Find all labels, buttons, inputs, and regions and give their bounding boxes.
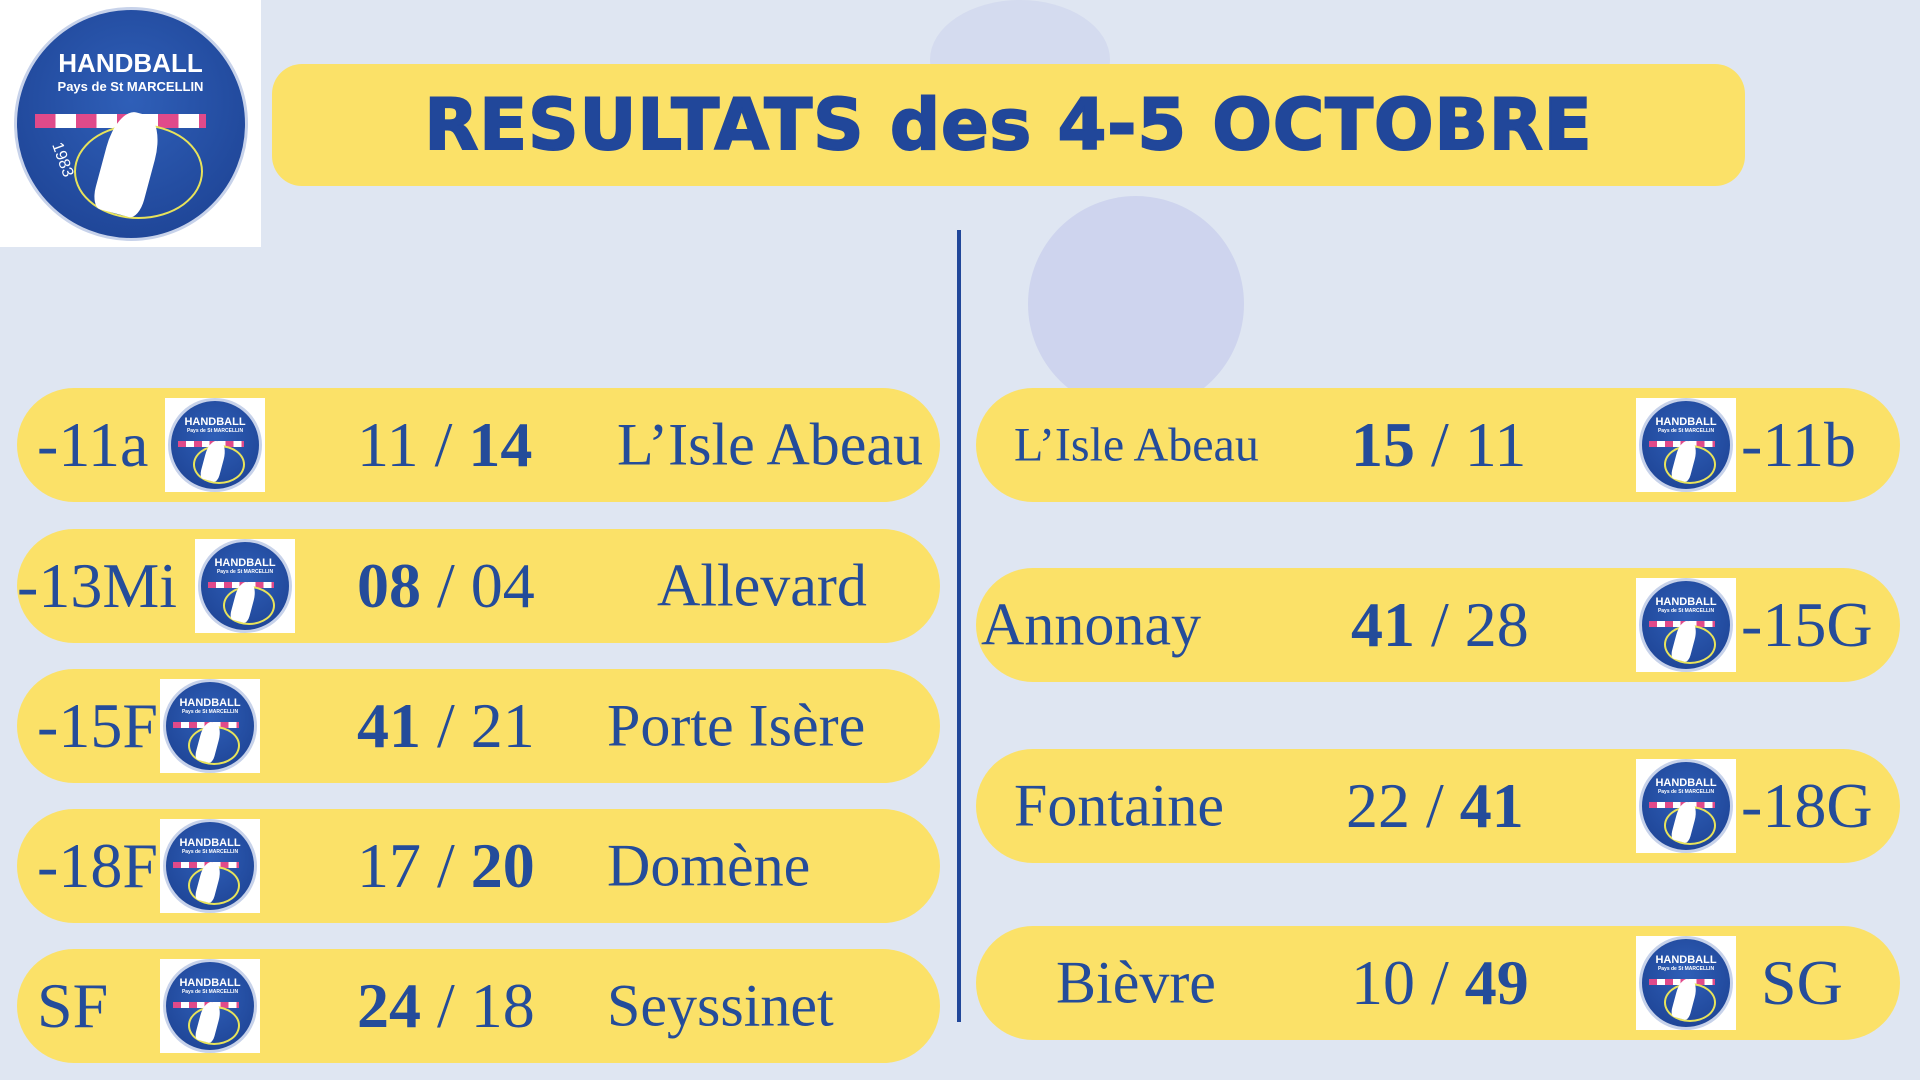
home-score: 24 bbox=[357, 970, 421, 1041]
team-label: -18F bbox=[37, 830, 158, 901]
logo-text: Pays de St MARCELLIN bbox=[181, 849, 239, 855]
club-logo-small: HANDBALL Pays de St MARCELLIN bbox=[195, 539, 295, 633]
home-score: 41 bbox=[357, 690, 421, 761]
score: 41 / 28 bbox=[1351, 589, 1529, 660]
result-row: -11a HANDBALL Pays de St MARCELLIN 11 / … bbox=[17, 388, 940, 502]
team-label: -11a bbox=[37, 409, 149, 480]
logo-text: HANDBALL bbox=[179, 837, 241, 849]
home-score: 41 bbox=[1351, 589, 1415, 660]
club-logo-small: HANDBALL Pays de St MARCELLIN bbox=[160, 819, 260, 913]
logo-text: HANDBALL bbox=[179, 697, 241, 709]
logo-text: Pays de St MARCELLIN bbox=[181, 989, 239, 995]
result-row: -18F HANDBALL Pays de St MARCELLIN 17 / … bbox=[17, 809, 940, 923]
away-score: 28 bbox=[1464, 589, 1529, 660]
opponent-name: Allevard bbox=[657, 552, 867, 619]
score: 15 / 11 bbox=[1351, 409, 1527, 480]
home-score: 10 bbox=[1351, 947, 1415, 1018]
score: 11 / 14 bbox=[357, 409, 533, 480]
away-score: 20 bbox=[470, 830, 535, 901]
result-row: Bièvre 10 / 49 HANDBALL Pays de St MARCE… bbox=[976, 926, 1900, 1040]
team-label: -11b bbox=[1741, 409, 1856, 480]
opponent-name: L’Isle Abeau bbox=[617, 411, 924, 478]
column-divider bbox=[957, 230, 961, 1022]
club-logo-small: HANDBALL Pays de St MARCELLIN bbox=[165, 398, 265, 492]
result-row: -13Mi HANDBALL Pays de St MARCELLIN 08 /… bbox=[17, 529, 940, 643]
score: 24 / 18 bbox=[357, 970, 535, 1041]
club-logo-small: HANDBALL Pays de St MARCELLIN bbox=[1636, 759, 1736, 853]
opponent-name: Fontaine bbox=[1014, 772, 1224, 839]
home-score: 08 bbox=[357, 550, 421, 621]
opponent-name: Porte Isère bbox=[607, 692, 866, 759]
home-score: 17 bbox=[357, 830, 421, 901]
page-title: RESULTATS des 4-5 OCTOBRE bbox=[423, 83, 1593, 167]
logo-text: Pays de St MARCELLIN bbox=[1657, 789, 1715, 795]
away-score: 49 bbox=[1464, 947, 1529, 1018]
logo-text: Pays de St MARCELLIN bbox=[1657, 428, 1715, 434]
result-row: SF HANDBALL Pays de St MARCELLIN 24 / 18… bbox=[17, 949, 940, 1063]
logo-text: HANDBALL bbox=[179, 977, 241, 989]
away-score: 41 bbox=[1459, 770, 1524, 841]
club-logo-small: HANDBALL Pays de St MARCELLIN bbox=[160, 959, 260, 1053]
logo-text: Pays de St MARCELLIN bbox=[216, 569, 274, 575]
score: 41 / 21 bbox=[357, 690, 535, 761]
decorative-circle bbox=[1028, 196, 1244, 412]
logo-text: HANDBALL bbox=[1655, 954, 1717, 966]
opponent-name: Domène bbox=[607, 832, 811, 899]
home-score: 22 bbox=[1346, 770, 1410, 841]
result-row: L’Isle Abeau 15 / 11 HANDBALL Pays de St… bbox=[976, 388, 1900, 502]
away-score: 21 bbox=[470, 690, 535, 761]
score: 22 / 41 bbox=[1346, 770, 1524, 841]
logo-text: Pays de St MARCELLIN bbox=[57, 78, 204, 94]
score: 10 / 49 bbox=[1351, 947, 1529, 1018]
team-label: -15G bbox=[1741, 589, 1873, 660]
logo-text: HANDBALL bbox=[58, 47, 203, 78]
home-score: 11 bbox=[357, 409, 419, 480]
away-score: 14 bbox=[468, 409, 533, 480]
club-logo: HANDBALL Pays de St MARCELLIN 1983 bbox=[0, 0, 261, 247]
logo-text: Pays de St MARCELLIN bbox=[1657, 966, 1715, 972]
team-label: SG bbox=[1761, 947, 1843, 1018]
away-score: 18 bbox=[470, 970, 535, 1041]
logo-text: Pays de St MARCELLIN bbox=[181, 709, 239, 715]
club-logo-small: HANDBALL Pays de St MARCELLIN bbox=[160, 679, 260, 773]
logo-text: HANDBALL bbox=[184, 416, 246, 428]
team-label: -18G bbox=[1741, 770, 1873, 841]
home-score: 15 bbox=[1351, 409, 1415, 480]
team-label: -15F bbox=[37, 690, 158, 761]
logo-text: HANDBALL bbox=[1655, 596, 1717, 608]
logo-text: Pays de St MARCELLIN bbox=[186, 428, 244, 434]
team-label: SF bbox=[37, 970, 109, 1041]
logo-text: Pays de St MARCELLIN bbox=[1657, 608, 1715, 614]
club-logo-small: HANDBALL Pays de St MARCELLIN bbox=[1636, 398, 1736, 492]
club-logo-small: HANDBALL Pays de St MARCELLIN bbox=[1636, 578, 1736, 672]
score: 17 / 20 bbox=[357, 830, 535, 901]
result-row: Fontaine 22 / 41 HANDBALL Pays de St MAR… bbox=[976, 749, 1900, 863]
team-label: -13Mi bbox=[17, 550, 177, 621]
logo-text: HANDBALL bbox=[1655, 416, 1717, 428]
result-row: Annonay 41 / 28 HANDBALL Pays de St MARC… bbox=[976, 568, 1900, 682]
opponent-name: Seyssinet bbox=[607, 972, 834, 1039]
away-score: 04 bbox=[470, 550, 535, 621]
score: 08 / 04 bbox=[357, 550, 535, 621]
logo-text: HANDBALL bbox=[1655, 777, 1717, 789]
result-row: -15F HANDBALL Pays de St MARCELLIN 41 / … bbox=[17, 669, 940, 783]
title-banner: RESULTATS des 4-5 OCTOBRE bbox=[272, 64, 1745, 186]
opponent-name: Annonay bbox=[981, 591, 1201, 658]
away-score: 11 bbox=[1464, 409, 1527, 480]
logo-year: 1983 bbox=[48, 140, 77, 180]
logo-text: HANDBALL bbox=[214, 557, 276, 569]
opponent-name: Bièvre bbox=[1056, 949, 1216, 1016]
opponent-name: L’Isle Abeau bbox=[1014, 418, 1259, 472]
club-logo-small: HANDBALL Pays de St MARCELLIN bbox=[1636, 936, 1736, 1030]
